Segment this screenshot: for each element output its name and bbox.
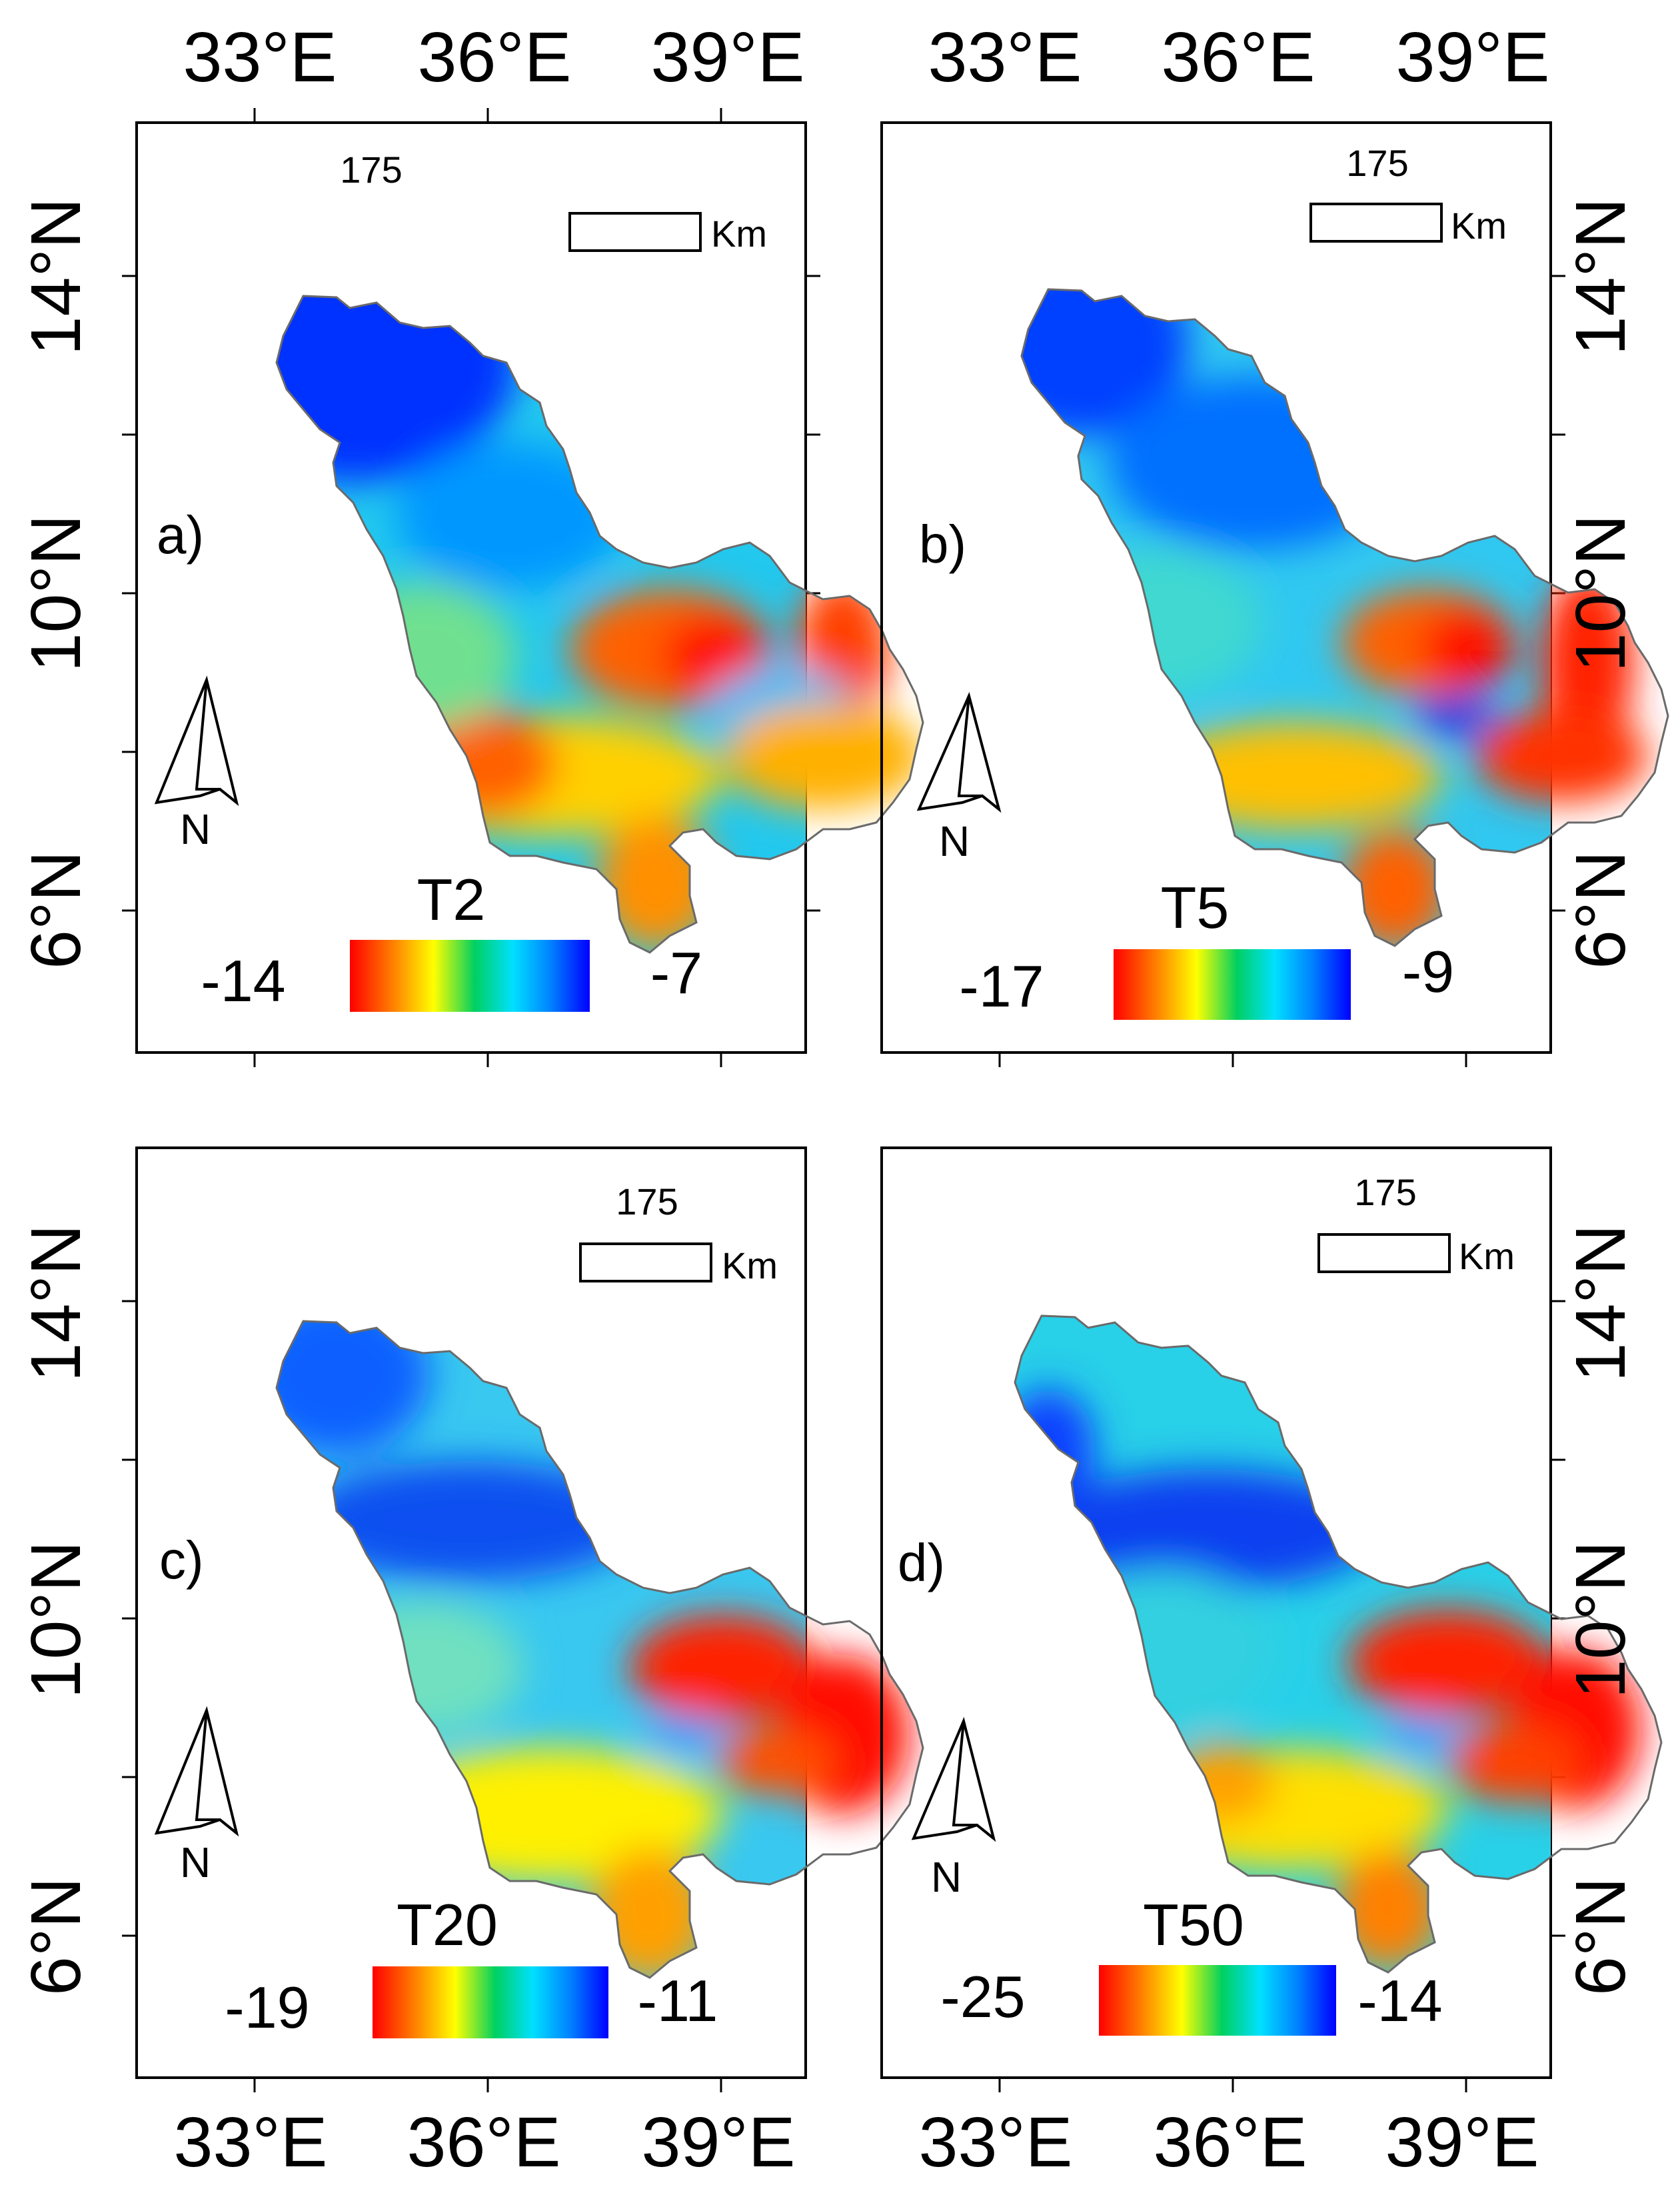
legend-max: -9 (1402, 939, 1454, 1005)
lon-label-33-bottom-left: 33°E (174, 2103, 328, 2182)
lon-label-39-bottom-left: 39°E (642, 2103, 796, 2182)
north-label: N (180, 1838, 211, 1886)
lat-label-14-bottom-right: 14°N (1561, 1224, 1640, 1382)
scale-box (568, 212, 702, 252)
panel-label: d) (898, 1533, 945, 1592)
scale-box (1309, 203, 1443, 243)
north-label: N (931, 1853, 962, 1901)
scale-bar: 175 Km (1309, 142, 1507, 247)
lon-ticks-bottom (998, 2078, 1467, 2092)
map-frame (135, 121, 807, 1054)
lon-label-36-bottom-right: 36°E (1154, 2103, 1307, 2182)
panel-c: c) 175 Km N T20 -19 -11 (122, 1146, 924, 2092)
north-arrow-icon (154, 1706, 239, 1837)
map-frame (135, 1146, 807, 2079)
lat-label-6-bottom-left: 6°N (17, 1877, 95, 1996)
scale-unit: Km (1451, 205, 1507, 247)
legend-ramp (1114, 949, 1351, 1020)
lon-label-33-top-left: 33°E (183, 18, 337, 97)
north-label: N (180, 805, 211, 853)
north-arrow-icon (154, 675, 239, 807)
legend-max: -14 (1357, 1968, 1442, 2034)
lon-label-39-top-left: 39°E (651, 18, 805, 97)
left-lat-labels: 14°N 10°N 6°N 14°N 10°N 6°N (17, 198, 95, 1996)
lat-label-6-top-left: 6°N (17, 851, 95, 969)
legend: T20 -19 -11 (225, 1892, 718, 2040)
lat-label-10-top-right: 10°N (1561, 515, 1640, 673)
panel-label: a) (157, 505, 204, 565)
legend-max: -11 (638, 1968, 718, 2034)
lon-label-33-bottom-right: 33°E (919, 2103, 1073, 2182)
lon-ticks-bottom (253, 2078, 722, 2092)
right-lat-labels: 14°N 10°N 6°N 14°N 10°N 6°N (1561, 198, 1640, 1996)
lon-label-33-top-right: 33°E (928, 18, 1082, 97)
lat-label-6-top-right: 6°N (1561, 851, 1640, 969)
scale-unit: Km (1459, 1235, 1515, 1277)
lon-label-39-bottom-right: 39°E (1385, 2103, 1539, 2182)
scale-unit: Km (722, 1244, 778, 1286)
lat-label-10-top-left: 10°N (17, 515, 95, 673)
lon-label-36-top-left: 36°E (418, 18, 572, 97)
lat-label-14-top-right: 14°N (1561, 198, 1640, 356)
lon-ticks-bottom (253, 1053, 722, 1067)
north-arrow: N (154, 675, 239, 853)
scale-value: 175 (340, 149, 402, 191)
legend-min: -25 (940, 1964, 1025, 2030)
lat-label-14-top-left: 14°N (17, 198, 95, 356)
scale-value: 175 (1346, 142, 1408, 184)
scale-bar: 175 Km (1317, 1171, 1515, 1277)
lon-label-36-top-right: 36°E (1162, 18, 1315, 97)
raster-surface (277, 1321, 910, 1978)
bottom-lon-labels: 33°E 36°E 39°E 33°E 36°E 39°E (174, 2103, 1539, 2182)
legend-title: T20 (397, 1892, 498, 1958)
scale-bar: 175 Km (579, 1180, 778, 1286)
north-arrow: N (916, 691, 1002, 865)
legend-ramp (1099, 1965, 1336, 2036)
lat-ticks (122, 1300, 137, 1937)
panel-label: c) (159, 1530, 204, 1590)
legend-max: -7 (650, 940, 702, 1006)
legend-min: -17 (959, 953, 1044, 1019)
legend-ramp (350, 940, 590, 1012)
north-label: N (939, 817, 970, 865)
lat-ticks (122, 275, 820, 912)
north-arrow-icon (911, 1716, 996, 1842)
lat-label-6-bottom-right: 6°N (1561, 1877, 1640, 1996)
legend: T2 -14 -7 (201, 867, 702, 1014)
scale-bar: 175 Km (340, 149, 767, 255)
lon-ticks-bottom (998, 1053, 1467, 1067)
lon-label-39-top-right: 39°E (1396, 18, 1550, 97)
legend-min: -19 (225, 1974, 309, 2040)
lat-label-10-bottom-left: 10°N (17, 1541, 95, 1699)
legend-ramp (373, 1966, 608, 2038)
lat-label-14-bottom-left: 14°N (17, 1224, 95, 1382)
north-arrow-icon (916, 691, 1002, 813)
legend: T50 -25 -14 (940, 1892, 1443, 2036)
scale-value: 175 (1354, 1171, 1416, 1213)
legend-title: T5 (1161, 875, 1230, 941)
lon-label-36-bottom-left: 36°E (407, 2103, 561, 2182)
lon-ticks-top (253, 108, 722, 123)
legend-title: T2 (417, 867, 486, 933)
scale-unit: Km (711, 213, 767, 255)
lat-label-10-bottom-right: 10°N (1561, 1541, 1640, 1699)
top-lon-labels: 33°E 36°E 39°E 33°E 36°E 39°E (183, 18, 1550, 97)
panel-label: b) (919, 515, 966, 574)
north-arrow: N (911, 1716, 996, 1901)
scale-box (1317, 1233, 1451, 1273)
raster-surface (1015, 1316, 1641, 1972)
scale-box (579, 1242, 712, 1282)
raster-surface (1022, 289, 1648, 946)
legend: T5 -17 -9 (959, 875, 1454, 1020)
scale-value: 175 (616, 1180, 678, 1222)
panel-a: a) 175 Km N T2 -14 -7 (122, 108, 924, 1067)
legend-min: -14 (201, 948, 285, 1014)
panel-d: d) 175 Km N T50 -25 -14 (880, 1146, 1663, 2092)
legend-title: T50 (1143, 1892, 1244, 1958)
north-arrow: N (154, 1706, 239, 1886)
panel-b: b) 175 Km N T5 -17 -9 (880, 121, 1669, 1067)
